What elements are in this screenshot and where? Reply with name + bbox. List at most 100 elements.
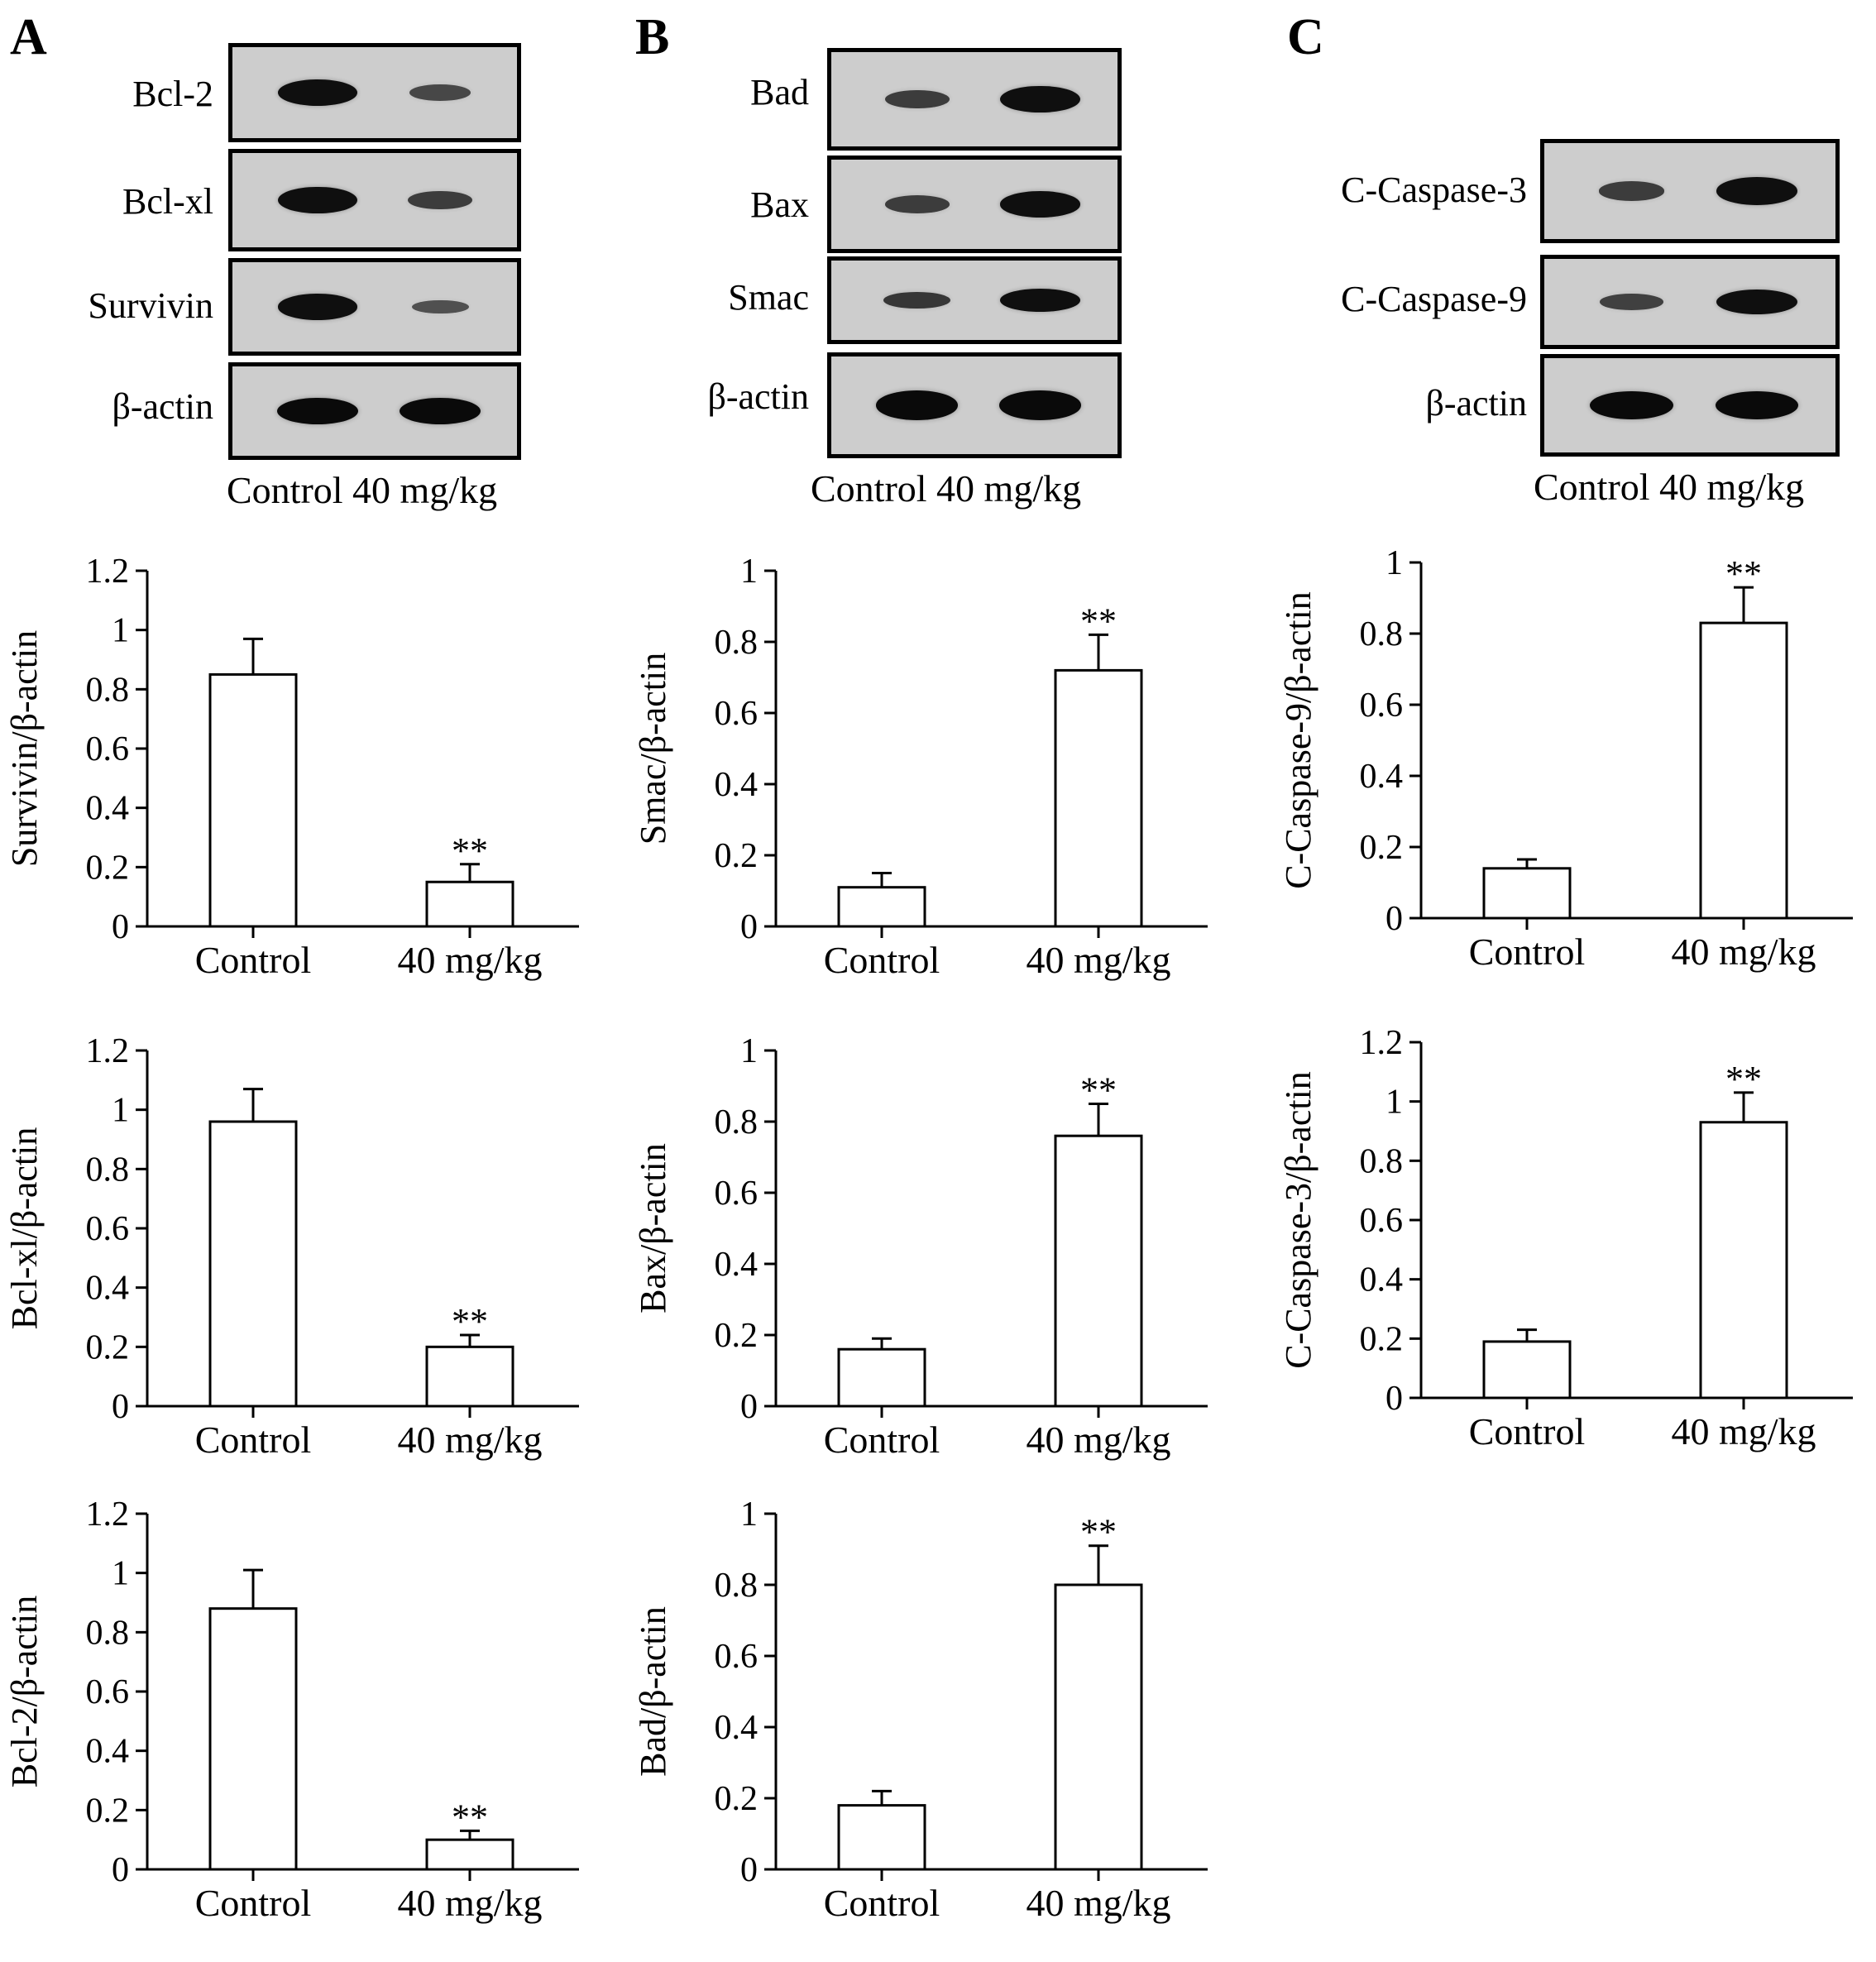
blot-lane-labels: Control 40 mg/kg (811, 467, 1082, 510)
y-tick-label: 0.4 (1360, 758, 1404, 796)
x-tick-label: 40 mg/kg (397, 939, 542, 981)
x-tick-label: 40 mg/kg (1026, 1419, 1170, 1461)
y-axis-title: Survivin/β-actin (4, 630, 45, 867)
blot-label: β-actin (707, 376, 809, 417)
blot-box (1540, 139, 1840, 243)
chart-bclxl: 0 0.2 0.4 0.6 0.8 1 1.2 Bcl-xl/β-actin Control 40… (4, 1032, 579, 1461)
y-tick-label: 0 (112, 908, 129, 946)
y-tick-label: 0.2 (86, 849, 130, 887)
bar (425, 880, 514, 928)
y-tick-label: 0.6 (715, 1175, 759, 1213)
y-tick-label: 0 (740, 1851, 758, 1889)
y-tick-label: 0.8 (715, 624, 759, 662)
band-treated (1716, 177, 1798, 205)
y-tick-label: 0.6 (715, 1638, 759, 1676)
blot-label: Smac (728, 277, 809, 318)
band-control (278, 79, 358, 106)
panel-letter-c: C (1287, 9, 1324, 65)
y-tick-label: 1.2 (86, 553, 130, 591)
band-treated (999, 390, 1082, 420)
blot-box (827, 48, 1122, 151)
y-tick-label: 0.4 (715, 1709, 759, 1747)
y-tick-label: 1 (740, 1032, 758, 1070)
y-tick-label: 1 (112, 612, 129, 650)
significance-marker: ** (452, 830, 488, 871)
blot-box (228, 43, 521, 142)
y-tick-label: 0.2 (715, 1780, 759, 1818)
bar (837, 1347, 926, 1408)
blot-box (1540, 354, 1840, 457)
bar (1699, 1121, 1788, 1400)
bar (837, 1804, 926, 1871)
bar (1054, 1134, 1143, 1408)
x-tick-label: Control (1469, 931, 1586, 973)
chart-bcl2: 0 0.2 0.4 0.6 0.8 1 1.2 Bcl-2/β-actin Control 40 … (4, 1495, 579, 1924)
x-tick-label: 40 mg/kg (397, 1882, 542, 1924)
y-tick-label: 0.6 (86, 1673, 130, 1711)
y-tick-label: 0.4 (86, 1270, 130, 1308)
y-tick-label: 0 (112, 1388, 129, 1426)
significance-marker: ** (452, 1797, 488, 1837)
blot-label: β-actin (1425, 383, 1527, 424)
blot-lane-labels: Control 40 mg/kg (1534, 466, 1805, 508)
y-axis-title: Bad/β-actin (633, 1606, 673, 1777)
band-treated (411, 299, 469, 314)
band-treated (1716, 289, 1798, 315)
blot-label: Bad (750, 72, 809, 112)
y-axis-title: Bcl-xl/β-actin (4, 1127, 45, 1330)
y-tick-label: 1.2 (86, 1495, 130, 1534)
y-axis-title: Bax/β-actin (633, 1143, 673, 1314)
y-tick-label: 0.6 (715, 695, 759, 733)
bar (208, 1607, 298, 1871)
y-tick-label: 0.8 (86, 671, 130, 709)
y-tick-label: 0.2 (715, 1317, 759, 1355)
bar (208, 672, 298, 928)
y-tick-label: 0.4 (1360, 1261, 1404, 1299)
band-control (278, 294, 358, 320)
y-tick-label: 1 (1385, 544, 1403, 582)
significance-marker: ** (1725, 1059, 1762, 1099)
y-tick-label: 0 (740, 1388, 758, 1426)
band-control (883, 291, 951, 309)
bar (1699, 621, 1788, 920)
bar (208, 1120, 298, 1408)
y-tick-label: 0.6 (86, 1210, 130, 1248)
y-axis-title: C-Caspase-3/β-actin (1278, 1071, 1318, 1369)
y-tick-label: 1 (112, 1092, 129, 1130)
chart-smac: 0 0.2 0.4 0.6 0.8 1 Smac/β-actin Control 40 mg/k… (633, 553, 1208, 981)
y-tick-label: 0 (1385, 1380, 1403, 1418)
band-control (884, 195, 950, 213)
chart-ccaspase9: 0 0.2 0.4 0.6 0.8 1 C-Caspase-9/β-actin Control… (1278, 544, 1853, 973)
y-axis-title: C-Caspase-9/β-actin (1278, 591, 1318, 889)
band-control (1598, 181, 1665, 201)
x-tick-label: 40 mg/kg (1671, 931, 1816, 973)
panel-letter-b: B (635, 9, 670, 65)
x-tick-label: Control (1469, 1410, 1586, 1452)
blot-label: C-Caspase-9 (1341, 279, 1527, 319)
band-treated (1715, 390, 1799, 420)
y-tick-label: 0.4 (86, 1733, 130, 1771)
significance-marker: ** (1725, 553, 1762, 594)
x-tick-label: Control (195, 1419, 312, 1461)
significance-marker: ** (452, 1301, 488, 1342)
y-tick-label: 1 (1385, 1084, 1403, 1122)
y-tick-label: 0 (112, 1851, 129, 1889)
bar (425, 1838, 514, 1871)
y-axis-title: Bcl-2/β-actin (4, 1596, 45, 1788)
x-tick-label: 40 mg/kg (1026, 1882, 1170, 1924)
y-tick-label: 0.8 (715, 1103, 759, 1141)
band-treated (409, 84, 471, 101)
blot-label: Bax (750, 184, 809, 225)
y-tick-label: 0.2 (715, 837, 759, 875)
y-axis-title: Smac/β-actin (633, 653, 673, 845)
y-tick-label: 0.6 (1360, 687, 1404, 725)
band-treated (1000, 191, 1080, 218)
y-tick-label: 0.4 (715, 1246, 759, 1284)
significance-marker: ** (1080, 1070, 1117, 1111)
y-tick-label: 0.8 (86, 1151, 130, 1189)
significance-marker: ** (1080, 1512, 1117, 1553)
band-control (278, 186, 358, 214)
blot-box (827, 256, 1122, 344)
x-tick-label: 40 mg/kg (397, 1419, 542, 1461)
y-tick-label: 1 (740, 553, 758, 591)
